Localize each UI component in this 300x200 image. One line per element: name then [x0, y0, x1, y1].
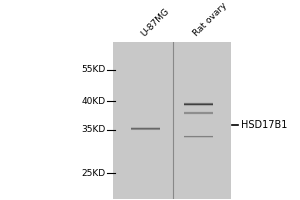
FancyBboxPatch shape — [184, 136, 213, 137]
Text: 55KD: 55KD — [82, 65, 106, 74]
FancyBboxPatch shape — [184, 113, 213, 114]
FancyBboxPatch shape — [184, 103, 213, 104]
Text: 40KD: 40KD — [82, 97, 106, 106]
Text: 35KD: 35KD — [82, 125, 106, 134]
Text: U-87MG: U-87MG — [139, 7, 171, 38]
FancyBboxPatch shape — [184, 104, 213, 105]
FancyBboxPatch shape — [184, 105, 213, 106]
FancyBboxPatch shape — [131, 129, 160, 130]
FancyBboxPatch shape — [184, 137, 213, 138]
FancyBboxPatch shape — [184, 112, 213, 113]
FancyBboxPatch shape — [131, 127, 160, 128]
Text: 25KD: 25KD — [82, 169, 106, 178]
FancyBboxPatch shape — [131, 128, 160, 129]
Text: HSD17B1: HSD17B1 — [241, 120, 287, 130]
Text: Rat ovary: Rat ovary — [192, 1, 229, 38]
FancyBboxPatch shape — [113, 42, 231, 199]
FancyBboxPatch shape — [184, 102, 213, 103]
